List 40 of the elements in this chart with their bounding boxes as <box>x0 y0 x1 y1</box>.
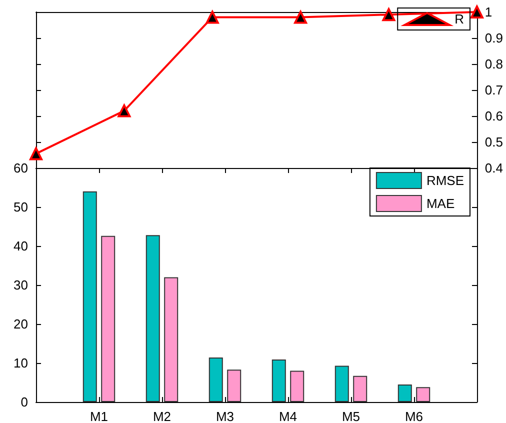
point <box>118 104 131 118</box>
bar <box>227 370 242 402</box>
bar <box>398 384 412 402</box>
y-tick-label: 60 <box>14 160 28 176</box>
bar <box>164 277 178 402</box>
y-tick-label: 0.6 <box>484 108 504 124</box>
bar <box>334 366 349 402</box>
legend-label: RMSE <box>426 173 464 188</box>
bar <box>208 358 223 402</box>
bar <box>290 370 304 402</box>
y-tick-label: 20 <box>14 316 28 332</box>
y-tick-label: 30 <box>14 278 28 292</box>
x-tick-label: M3 <box>216 409 234 423</box>
x-tick-label: M5 <box>342 409 360 423</box>
bar <box>353 376 368 402</box>
y-tick-label: 0.9 <box>484 30 504 46</box>
y-tick-label: 0.7 <box>484 82 504 98</box>
point <box>206 10 219 24</box>
legend-label: MAE <box>426 196 455 211</box>
bar <box>101 236 116 402</box>
x-tick-label: M4 <box>278 409 298 423</box>
bar <box>272 359 286 402</box>
y-tick-label: 40 <box>14 238 28 254</box>
point <box>294 10 308 24</box>
y-tick-label: 1 <box>484 4 492 20</box>
bar <box>82 191 97 402</box>
y-tick-label: 0.4 <box>484 160 504 176</box>
legend-label: R <box>454 12 464 26</box>
y-tick-label: 50 <box>14 200 28 214</box>
y-tick-label: 10 <box>14 356 28 370</box>
bar <box>146 235 160 402</box>
y-tick-label: 0.5 <box>484 134 504 150</box>
y-tick-label: 0 <box>20 394 28 410</box>
x-tick-label: M1 <box>90 409 108 423</box>
x-tick-label: M6 <box>404 409 424 423</box>
point <box>382 8 396 22</box>
point <box>30 147 42 160</box>
x-tick-label: M2 <box>152 409 172 423</box>
bar <box>416 387 430 402</box>
y-tick-label: 0.8 <box>484 56 504 72</box>
